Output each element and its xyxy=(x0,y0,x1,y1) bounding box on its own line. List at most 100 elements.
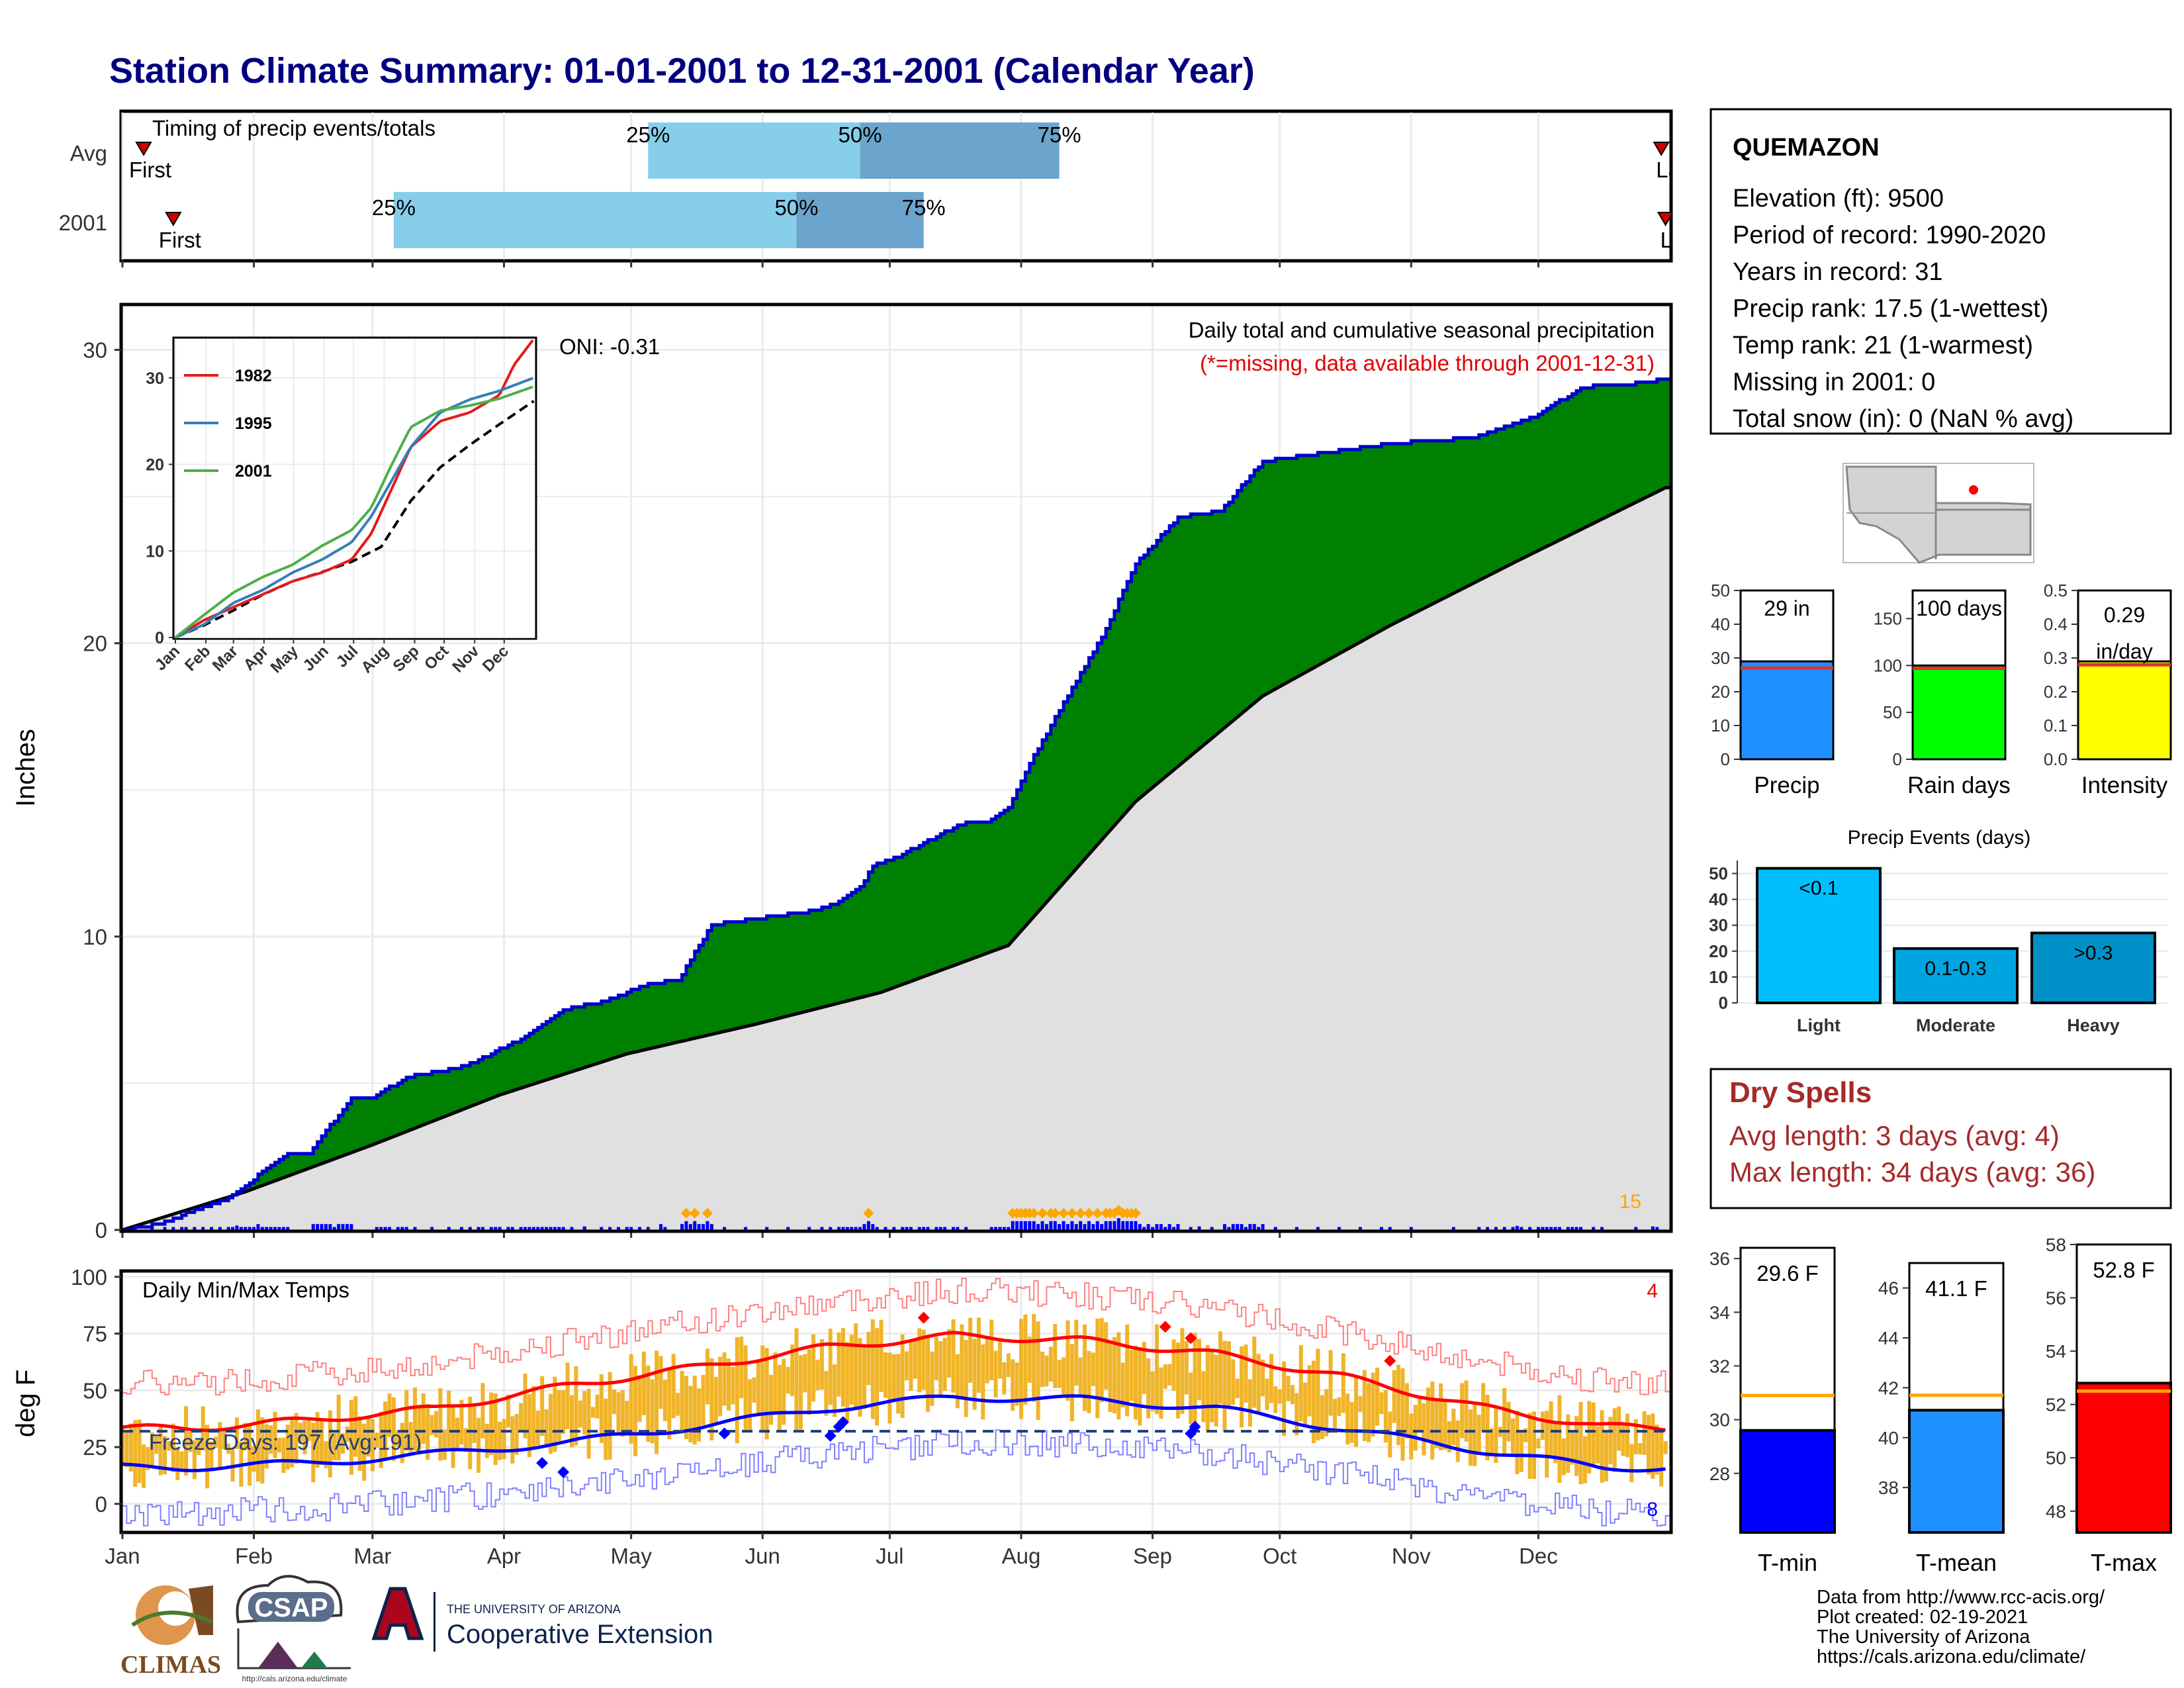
daily-temp-bar xyxy=(1218,1331,1223,1404)
daily-temp-bar xyxy=(1659,1429,1664,1487)
daily-precip-bar xyxy=(1087,1221,1091,1230)
daily-precip-bar xyxy=(1515,1225,1519,1230)
events-bar-label: >0.3 xyxy=(2073,942,2113,964)
daily-temp-bar xyxy=(544,1409,549,1447)
daily-precip-bar xyxy=(1011,1221,1015,1230)
daily-precip-bar xyxy=(1130,1221,1134,1230)
daily-temp-bar xyxy=(502,1419,506,1460)
daily-precip-bar xyxy=(210,1227,214,1230)
daily-temp-bar xyxy=(357,1416,362,1472)
daily-precip-bar xyxy=(922,1227,926,1230)
daily-temp-bar xyxy=(709,1358,714,1440)
daily-temp-bar xyxy=(255,1409,260,1482)
daily-temp-bar xyxy=(739,1336,744,1399)
daily-precip-bar xyxy=(1486,1227,1490,1230)
daily-temp-bar xyxy=(1332,1399,1337,1429)
daily-precip-bar xyxy=(235,1225,239,1230)
daily-precip-bar xyxy=(1095,1221,1099,1230)
footer-line-3: The University of Arizona xyxy=(1817,1626,2030,1648)
daily-temp-bar xyxy=(655,1350,659,1454)
daily-temp-bar xyxy=(968,1317,973,1383)
station-info-line: Years in record: 31 xyxy=(1733,258,1943,286)
daily-precip-bar xyxy=(854,1227,858,1230)
daily-precip-bar xyxy=(582,1226,586,1230)
temp-bar-value xyxy=(2075,1382,2172,1534)
daily-temp-bar xyxy=(1044,1355,1049,1387)
timing-pct-75: 75% xyxy=(902,195,946,220)
daily-temp-bar xyxy=(1066,1320,1070,1401)
daily-temp-bar xyxy=(345,1426,349,1442)
daily-precip-bar xyxy=(1023,1221,1027,1230)
record-low-marker xyxy=(837,1416,849,1429)
daily-precip-bar xyxy=(871,1224,875,1230)
mini-bar-value-label: 100 days xyxy=(1916,596,2002,620)
daily-temp-bar xyxy=(1519,1430,1524,1472)
daily-precip-bar xyxy=(845,1227,849,1230)
daily-temp-bar xyxy=(659,1356,663,1409)
record-high-marker xyxy=(1159,1321,1171,1333)
mini-bar-y-label: 50 xyxy=(1883,702,1902,722)
daily-temp-bar xyxy=(1159,1367,1163,1419)
daily-temp-bar xyxy=(1510,1418,1515,1454)
daily-temp-bar xyxy=(1418,1397,1422,1430)
first-event-label: First xyxy=(129,158,171,182)
daily-precip-bar xyxy=(477,1227,480,1230)
daily-precip-bar xyxy=(413,1227,417,1230)
events-y-label: 50 xyxy=(1709,864,1728,884)
daily-precip-bar xyxy=(625,1227,629,1230)
mini-bar-y-label: 0.0 xyxy=(2044,749,2068,769)
daily-temp-bar xyxy=(442,1429,447,1460)
daily-precip-bar xyxy=(248,1227,251,1230)
daily-precip-bar xyxy=(561,1227,565,1230)
daily-precip-bar xyxy=(549,1227,553,1230)
daily-precip-bar xyxy=(1634,1227,1638,1230)
daily-temp-bar xyxy=(1311,1360,1316,1444)
daily-temp-bar xyxy=(692,1376,697,1445)
daily-temp-bar xyxy=(1193,1333,1197,1425)
daily-temp-bar xyxy=(726,1358,731,1411)
daily-precip-bar xyxy=(1015,1221,1019,1230)
daily-temp-bar xyxy=(896,1354,901,1414)
daily-precip-bar xyxy=(765,1227,769,1230)
heavy-day-marker xyxy=(680,1207,692,1219)
daily-temp-bar xyxy=(1353,1375,1358,1447)
daily-temp-bar xyxy=(218,1422,222,1470)
daily-precip-bar xyxy=(989,1227,993,1230)
daily-temp-bar xyxy=(1494,1408,1498,1464)
temp-bar-y-label: 32 xyxy=(1709,1356,1730,1376)
timing-pct-50: 50% xyxy=(774,195,818,220)
events-bar xyxy=(1756,867,1882,1005)
daily-temp-bar xyxy=(128,1423,133,1472)
daily-temp-bar xyxy=(1633,1419,1638,1454)
daily-temp-bar xyxy=(1324,1389,1329,1436)
timing-pct-75: 75% xyxy=(1038,122,1081,147)
daily-temp-bar xyxy=(964,1339,968,1417)
daily-temp-bar xyxy=(285,1425,290,1470)
daily-precip-bar xyxy=(1244,1227,1248,1230)
daily-temp-bar xyxy=(1604,1432,1608,1482)
daily-temp-bar xyxy=(870,1319,875,1419)
daily-temp-bar xyxy=(349,1399,353,1475)
daily-temp-bar xyxy=(468,1396,473,1470)
inset-y-label: 30 xyxy=(146,369,164,388)
daily-temp-bar xyxy=(633,1366,638,1456)
daily-temp-bar xyxy=(264,1424,269,1469)
daily-temp-bar xyxy=(1502,1387,1507,1456)
precip-events-chart: Precip Events (days) 0 10 20 30 40 50 <0.1 Light… xyxy=(1709,827,2167,1035)
daily-temp-bar xyxy=(989,1319,994,1380)
daily-precip-bar xyxy=(231,1227,235,1230)
daily-temp-bar xyxy=(222,1428,226,1450)
daily-precip-bar xyxy=(659,1224,662,1230)
daily-temp-bar xyxy=(879,1319,884,1392)
mini-bar-y-label: 40 xyxy=(1711,614,1730,634)
daily-precip-bar xyxy=(553,1227,557,1230)
daily-precip-bar xyxy=(430,1227,434,1230)
daily-precip-bar xyxy=(1062,1221,1066,1230)
daily-precip-bar xyxy=(807,1227,811,1230)
month-label: May xyxy=(610,1544,652,1568)
daily-precip-bar xyxy=(163,1227,167,1230)
daily-precip-bar xyxy=(998,1227,1002,1230)
daily-precip-bar xyxy=(1113,1221,1116,1230)
daily-precip-bar xyxy=(1079,1221,1083,1230)
daily-temp-bar xyxy=(1396,1364,1401,1446)
